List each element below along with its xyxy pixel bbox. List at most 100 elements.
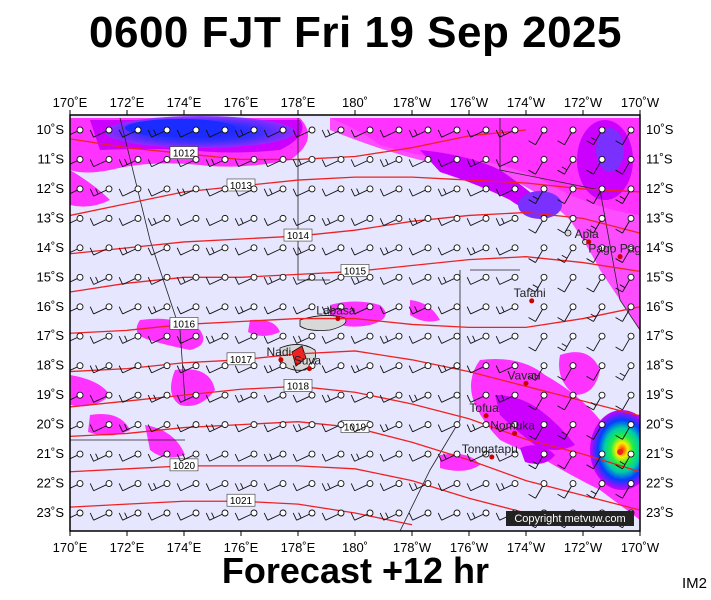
wind-barb xyxy=(234,480,258,492)
wind-barb xyxy=(528,214,548,234)
wind-barb xyxy=(205,450,229,462)
wind-barb xyxy=(205,480,229,492)
wind-barb xyxy=(557,391,577,411)
lon-label-top: 178˚W xyxy=(393,95,432,110)
lon-label-bottom: 178˚W xyxy=(393,540,432,555)
wind-barb xyxy=(528,480,548,499)
lon-label-top: 174˚E xyxy=(167,95,202,110)
lat-label-right: 23˚S xyxy=(646,505,674,520)
lon-label-top: 176˚W xyxy=(450,95,489,110)
place-dot xyxy=(529,298,535,304)
wind-barb xyxy=(466,126,490,138)
lat-label-left: 16˚S xyxy=(37,299,65,314)
wind-barb xyxy=(350,391,374,403)
wind-barb xyxy=(528,303,548,322)
wind-barb xyxy=(147,362,171,374)
wind-barb xyxy=(466,303,490,315)
isobar-line xyxy=(70,306,640,334)
lon-label-bottom: 178˚E xyxy=(281,540,316,555)
wind-barb xyxy=(350,156,374,168)
wind-barb xyxy=(408,332,432,344)
wind-barb xyxy=(263,509,287,521)
wind-barb xyxy=(586,480,606,499)
wind-barb xyxy=(495,185,519,197)
wind-barb xyxy=(408,421,432,433)
wind-barb xyxy=(408,391,432,403)
wind-barb xyxy=(586,362,606,381)
wind-barb xyxy=(70,480,84,489)
wind-barb xyxy=(176,450,200,462)
wind-barb xyxy=(586,332,606,352)
lon-label-top: 170˚E xyxy=(53,95,88,110)
wind-barb xyxy=(321,332,345,344)
isobar-label: 1012 xyxy=(173,149,196,160)
wind-barb xyxy=(615,214,635,234)
wind-barb xyxy=(466,421,490,433)
isobar-label: 1013 xyxy=(230,181,253,192)
wind-barb xyxy=(350,244,374,256)
wind-barb xyxy=(379,421,403,433)
wind-barb xyxy=(147,156,171,168)
wind-barb xyxy=(205,126,229,138)
wind-barb xyxy=(495,480,519,492)
wind-barb xyxy=(557,214,577,234)
wind-barb xyxy=(408,156,432,168)
wind-barb xyxy=(557,362,577,381)
wind-barb xyxy=(350,421,374,433)
wind-barb xyxy=(234,391,258,403)
wind-barb xyxy=(176,126,200,138)
wind-barb xyxy=(615,156,635,175)
wind-barb xyxy=(495,362,519,374)
isobar-label-box xyxy=(169,458,199,472)
wind-barb xyxy=(292,332,316,344)
wind-barb xyxy=(321,126,345,138)
wind-barb xyxy=(292,421,316,433)
wind-barb xyxy=(118,421,142,433)
wind-barb xyxy=(263,421,287,433)
wind-barb xyxy=(408,214,432,226)
lon-label-top: 178˚E xyxy=(281,95,316,110)
isobar-label-box xyxy=(169,317,199,330)
wind-barb xyxy=(292,450,316,462)
wind-barb xyxy=(528,421,548,440)
wind-barb xyxy=(205,421,229,433)
wind-barb xyxy=(147,303,171,315)
lat-label-right: 16˚S xyxy=(646,299,674,314)
wind-barb xyxy=(557,332,577,352)
wind-barb xyxy=(615,391,635,411)
page-title: 0600 FJT Fri 19 Sep 2025 xyxy=(89,8,622,57)
wind-barb xyxy=(615,303,635,322)
wind-barb xyxy=(234,362,258,374)
wind-barb xyxy=(234,156,258,168)
isobar-line xyxy=(70,176,640,217)
wind-barb xyxy=(70,156,84,165)
wind-barb xyxy=(528,156,548,175)
wind-barb xyxy=(466,391,490,403)
wind-barb xyxy=(437,480,461,492)
wind-barb xyxy=(118,244,142,256)
isobar-label: 1019 xyxy=(344,423,367,434)
wind-barb xyxy=(205,214,229,226)
wind-barb xyxy=(350,480,374,492)
wind-barb xyxy=(466,480,490,492)
wind-barb xyxy=(615,480,635,499)
wind-barb xyxy=(147,214,171,226)
wind-barb xyxy=(234,421,258,433)
lon-label-bottom: 170˚W xyxy=(621,540,660,555)
place-dot xyxy=(335,316,341,322)
wind-barb xyxy=(89,421,113,433)
lon-label-top: 180˚ xyxy=(342,95,368,110)
wind-barb xyxy=(379,273,403,285)
lat-label-right: 22˚S xyxy=(646,476,674,491)
wind-barb xyxy=(466,273,490,285)
wind-barb xyxy=(263,244,287,256)
wind-barb xyxy=(466,332,490,344)
isobar-label: 1018 xyxy=(287,381,310,392)
wind-barb xyxy=(586,244,606,263)
wind-barb xyxy=(466,244,490,256)
wind-barb xyxy=(70,509,84,519)
wind-barb xyxy=(557,126,577,146)
wind-barb xyxy=(89,273,113,285)
wind-barb xyxy=(586,421,606,440)
